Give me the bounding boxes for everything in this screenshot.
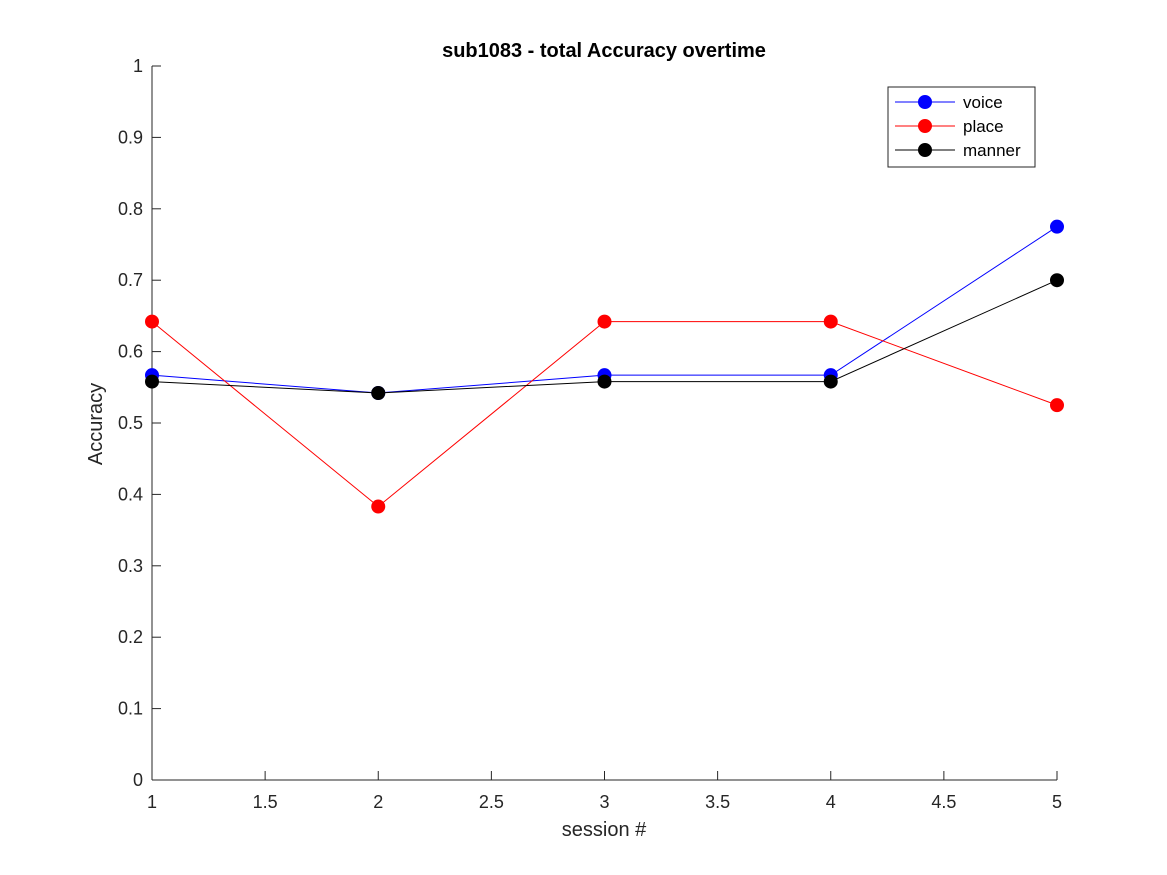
y-tick-label: 1 [133, 56, 143, 76]
legend-box [887, 86, 1036, 168]
y-tick-label: 0.9 [118, 127, 143, 147]
x-tick-label: 2.5 [479, 792, 504, 812]
legend-label: place [963, 117, 1004, 136]
legend-swatch-marker [918, 95, 932, 109]
legend-item-place: place [895, 117, 1004, 136]
data-point-manner [1050, 273, 1064, 288]
series-manner [145, 273, 1064, 401]
x-tick-label: 1.5 [253, 792, 278, 812]
y-tick-label: 0 [133, 770, 143, 790]
y-tick-label: 0.3 [118, 556, 143, 576]
chart-title: sub1083 - total Accuracy overtime [442, 40, 766, 62]
x-tick-label: 5 [1052, 792, 1062, 812]
x-tick-label: 4.5 [931, 792, 956, 812]
series-voice [145, 219, 1064, 401]
series-line-voice [151, 226, 1058, 394]
legend-swatch-marker [918, 143, 932, 157]
data-point-manner [823, 374, 838, 389]
data-point-manner [597, 374, 612, 389]
plot-axes [151, 66, 1057, 781]
x-tick-label: 1 [147, 792, 157, 812]
data-point-place [371, 499, 386, 514]
data-point-manner [145, 374, 159, 389]
data-point-voice [1050, 219, 1064, 234]
data-point-place [145, 314, 159, 329]
data-point-manner [371, 386, 386, 401]
x-tick-label: 2 [373, 792, 383, 812]
legend: voice place manner [887, 86, 1036, 168]
data-point-place [597, 314, 612, 329]
x-axis-ticks: 1 1.5 2 2.5 3 3.5 4 4.5 5 [147, 771, 1062, 812]
x-tick-label: 3 [599, 792, 609, 812]
legend-item-voice: voice [895, 93, 1003, 112]
x-axis-label: session # [562, 819, 647, 841]
x-tick-label: 4 [826, 792, 836, 812]
y-tick-label: 0.6 [118, 342, 143, 362]
y-tick-label: 0.2 [118, 627, 143, 647]
legend-item-manner: manner [895, 141, 1021, 160]
series-place [145, 314, 1064, 514]
legend-swatch-marker [918, 119, 932, 133]
y-tick-label: 0.5 [118, 413, 143, 433]
y-tick-label: 0.4 [118, 484, 143, 504]
y-axis-ticks: 0 0.1 0.2 0.3 0.4 0.5 0.6 0.7 0.8 0.9 1 [118, 56, 161, 790]
y-tick-label: 0.7 [118, 270, 143, 290]
data-point-place [1050, 398, 1064, 413]
legend-label: manner [963, 141, 1021, 160]
series-line-place [151, 321, 1058, 508]
x-tick-label: 3.5 [705, 792, 730, 812]
y-tick-label: 0.8 [118, 199, 143, 219]
legend-label: voice [963, 93, 1003, 112]
data-point-place [823, 314, 838, 329]
y-tick-label: 0.1 [118, 699, 143, 719]
series-layer [145, 219, 1064, 514]
y-axis-label: Accuracy [85, 383, 107, 465]
